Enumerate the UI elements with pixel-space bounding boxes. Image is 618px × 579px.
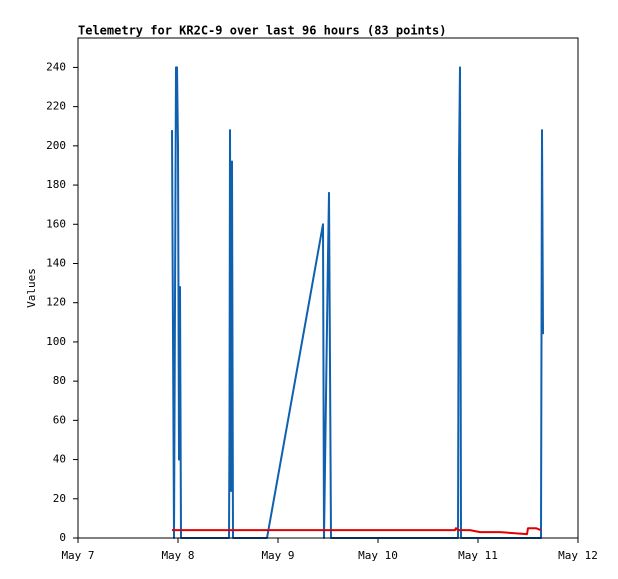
x-tick-label: May 9 (261, 549, 294, 562)
y-tick-label: 200 (46, 139, 66, 152)
x-tick-label: May 8 (161, 549, 194, 562)
chart-title: Telemetry for KR2C-9 over last 96 hours … (78, 24, 446, 38)
y-tick-label: 240 (46, 60, 66, 73)
y-tick-label: 140 (46, 256, 66, 269)
y-axis-label: Values (25, 268, 38, 308)
x-tick-label: May 12 (558, 549, 598, 562)
y-tick-label: 220 (46, 100, 66, 113)
y-tick-label: 0 (59, 531, 66, 544)
y-tick-label: 20 (53, 492, 66, 505)
y-tick-label: 120 (46, 296, 66, 309)
y-tick-label: 100 (46, 335, 66, 348)
series-line (172, 527, 542, 536)
series-line (171, 66, 544, 539)
y-tick-label: 160 (46, 217, 66, 230)
plot-frame (77, 37, 579, 539)
y-tick-label: 60 (53, 413, 66, 426)
y-tick-label: 80 (53, 374, 66, 387)
x-tick-label: May 10 (358, 549, 398, 562)
x-tick-label: May 11 (458, 549, 498, 562)
x-tick-label: May 7 (61, 549, 94, 562)
y-tick-label: 180 (46, 178, 66, 191)
y-tick-label: 40 (53, 453, 66, 466)
